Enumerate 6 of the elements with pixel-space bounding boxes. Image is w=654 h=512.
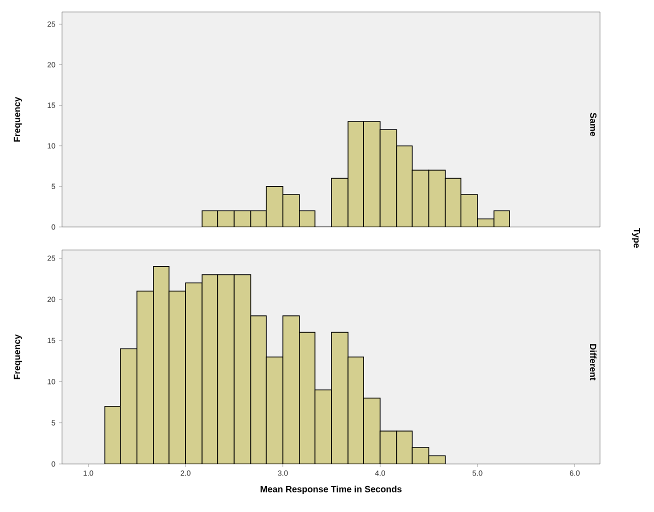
x-axis-title: Mean Response Time in Seconds (260, 486, 402, 494)
y2-axis-title: Same (590, 112, 596, 136)
y2-axis-title: Different (590, 344, 596, 380)
y-axis-title: Frequency (14, 96, 22, 142)
y-axis-title: Frequency (14, 334, 22, 380)
text: Type (632, 228, 640, 248)
